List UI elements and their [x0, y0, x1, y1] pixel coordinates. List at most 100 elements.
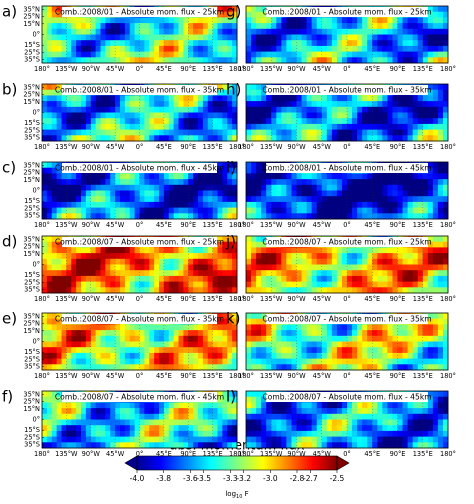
heat-cell — [372, 265, 377, 271]
heat-cell — [266, 347, 271, 353]
heat-cell — [266, 95, 271, 101]
heat-cell — [317, 29, 322, 35]
heat-cell — [203, 408, 208, 414]
heat-cell — [169, 431, 174, 437]
heat-cell — [174, 135, 179, 141]
heat-cell — [213, 265, 218, 271]
heat-cell — [256, 342, 261, 348]
heat-cell — [208, 364, 213, 370]
heat-cell — [86, 113, 91, 119]
heat-cell — [71, 173, 76, 179]
heat-cell — [110, 336, 115, 342]
heat-cell — [203, 247, 208, 253]
heat-cell — [135, 173, 140, 179]
heat-cell — [66, 17, 71, 23]
heat-cell — [387, 124, 392, 130]
heat-cell — [144, 265, 149, 271]
heat-cell — [198, 353, 203, 359]
heat-cell — [352, 247, 357, 253]
heat-cell — [159, 107, 164, 113]
heat-cell — [222, 130, 227, 136]
heat-cell — [227, 253, 232, 259]
heat-cell — [392, 247, 397, 253]
heat-cell — [81, 130, 86, 136]
heat-cell — [91, 330, 96, 336]
heat-cell — [130, 425, 135, 431]
heat-cell — [169, 185, 174, 191]
heat-cell — [222, 282, 227, 288]
heat-cell — [266, 425, 271, 431]
heat-cell — [297, 107, 302, 113]
heat-cell — [307, 402, 312, 408]
heat-cell — [198, 35, 203, 41]
heat-cell — [86, 442, 91, 448]
heat-cell — [76, 270, 81, 276]
heat-cell — [246, 173, 251, 179]
heat-cell — [213, 324, 218, 330]
heat-cell — [159, 253, 164, 259]
heat-cell — [332, 437, 337, 443]
heat-cell — [154, 408, 159, 414]
heat-cell — [347, 107, 352, 113]
heat-cell — [398, 179, 403, 185]
heat-cell — [218, 324, 223, 330]
lon-tick-label: 45°E — [156, 221, 172, 229]
heat-cell — [164, 35, 169, 41]
heat-cell — [149, 259, 154, 265]
heat-cell — [423, 287, 428, 293]
heat-cell — [183, 17, 188, 23]
heat-cell — [154, 17, 159, 23]
heat-cell — [125, 402, 130, 408]
heat-cell — [183, 270, 188, 276]
heat-cell — [96, 442, 101, 448]
heat-cell — [387, 213, 392, 219]
heat-cell — [57, 52, 62, 58]
heat-cell — [281, 57, 286, 63]
heat-cell — [398, 353, 403, 359]
heat-cell — [276, 287, 281, 293]
heat-cell — [66, 179, 71, 185]
heat-cell — [140, 57, 145, 63]
heat-cell — [164, 208, 169, 214]
heat-cell — [154, 414, 159, 420]
heat-cell — [352, 95, 357, 101]
heat-cell — [130, 253, 135, 259]
heat-cell — [251, 265, 256, 271]
heat-cell — [183, 336, 188, 342]
heat-cell — [423, 124, 428, 130]
panel-title: Comb.:2008/01 - Absolute mom. flux - 35k… — [262, 86, 431, 95]
heat-cell — [403, 324, 408, 330]
heat-cell — [352, 347, 357, 353]
heat-cell — [42, 336, 47, 342]
heat-cell — [367, 57, 372, 63]
heat-cell — [169, 57, 174, 63]
heat-cell — [261, 265, 266, 271]
heat-cell — [342, 101, 347, 107]
heat-cell — [271, 287, 276, 293]
heat-cell — [105, 408, 110, 414]
heat-cell — [203, 336, 208, 342]
heat-cell — [120, 265, 125, 271]
heat-cell — [130, 202, 135, 208]
heat-cell — [140, 101, 145, 107]
heat-cell — [130, 247, 135, 253]
heat-cell — [342, 402, 347, 408]
heat-cell — [81, 196, 86, 202]
heat-cell — [443, 213, 448, 219]
heat-cell — [322, 40, 327, 46]
heat-cell — [76, 202, 81, 208]
heat-cell — [130, 185, 135, 191]
heat-cell — [266, 17, 271, 23]
heat-cell — [312, 35, 317, 41]
heat-cell — [342, 202, 347, 208]
heat-cell — [47, 425, 52, 431]
heat-cell — [101, 265, 106, 271]
heat-cell — [179, 23, 184, 29]
heat-cell — [423, 185, 428, 191]
heat-cell — [76, 191, 81, 197]
heat-cell — [198, 359, 203, 365]
heat-cell — [52, 342, 57, 348]
heat-cell — [198, 101, 203, 107]
heat-cell — [362, 202, 367, 208]
heat-cell — [140, 124, 145, 130]
